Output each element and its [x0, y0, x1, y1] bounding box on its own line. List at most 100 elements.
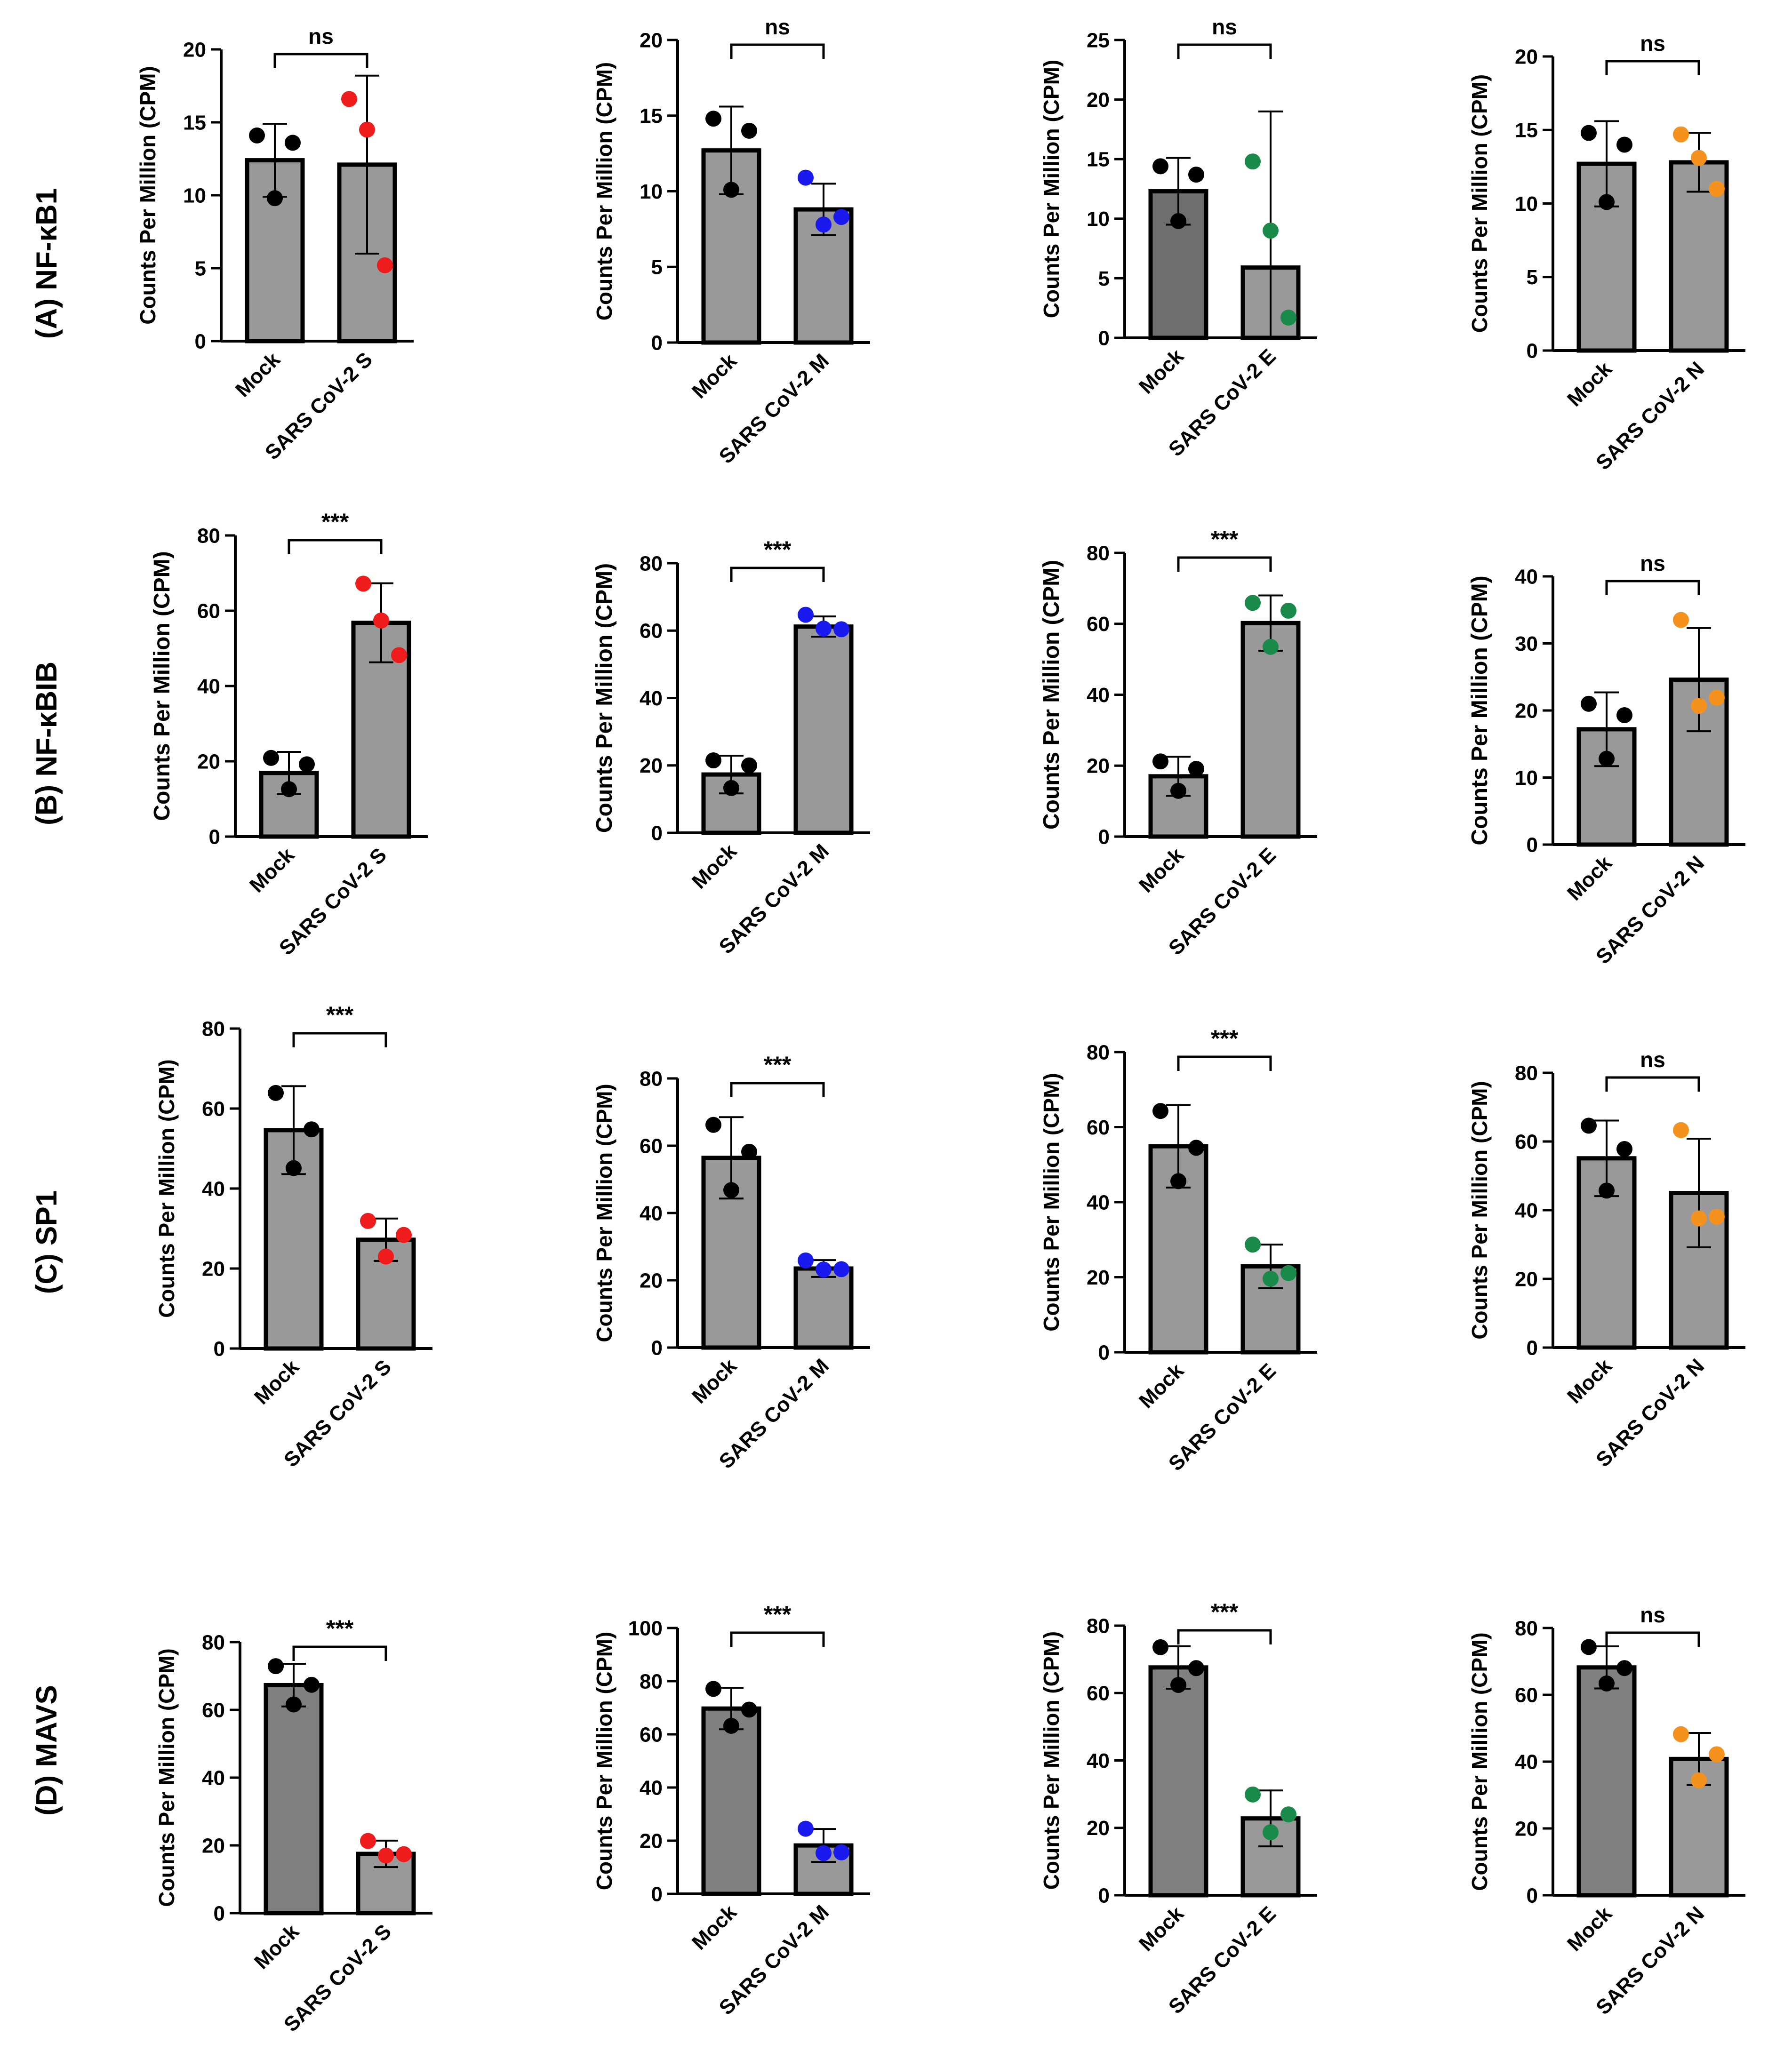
data-point-treated	[341, 91, 357, 107]
data-point-mock	[304, 1676, 320, 1693]
y-tick-label: 20	[640, 1269, 663, 1292]
y-tick-label: 60	[1515, 1684, 1538, 1707]
data-point-treated	[798, 1820, 814, 1837]
significance-bracket	[730, 567, 825, 582]
significance-label: ***	[321, 509, 349, 535]
significance-bracket	[1605, 60, 1700, 75]
y-axis-label: Counts Per Million (CPM)	[150, 551, 175, 821]
data-point-mock	[741, 757, 757, 774]
significance-bracket	[730, 43, 825, 59]
x-category-label: Mock	[688, 1354, 742, 1408]
y-tick-label: 20	[1087, 1266, 1110, 1289]
row-label-C: (C) SP1	[31, 1190, 63, 1294]
data-point-mock	[1170, 1677, 1186, 1693]
significance-label: ns	[1640, 31, 1665, 56]
data-point-mock	[741, 1701, 757, 1718]
y-tick-label: 10	[1515, 192, 1538, 215]
panel-D-M: 0 20 40 60 80 100 Counts Per Million (CPM) Mock…	[592, 1601, 870, 2019]
row-label-D: (D) MAVS	[31, 1685, 63, 1816]
data-point-treated	[833, 621, 849, 638]
data-point-treated	[360, 1213, 376, 1229]
data-point-mock	[299, 756, 315, 773]
x-category-label: Mock	[688, 349, 742, 403]
x-category-label: Mock	[250, 1920, 304, 1974]
data-point-treated	[798, 607, 814, 623]
data-point-treated	[1673, 126, 1689, 143]
y-tick-label: 40	[1087, 1191, 1110, 1214]
x-category-label: Mock	[231, 348, 285, 402]
y-tick-label: 10	[183, 184, 206, 207]
y-tick-label: 80	[202, 1631, 225, 1654]
y-tick-label: 0	[1527, 1884, 1538, 1907]
significance-label: ns	[1212, 15, 1237, 39]
data-point-mock	[1188, 761, 1204, 777]
x-category-label: Mock	[688, 1900, 742, 1955]
y-tick-label: 20	[1515, 1817, 1538, 1840]
x-category-label: Mock	[1135, 843, 1189, 897]
data-point-mock	[268, 1658, 284, 1675]
y-axis-label: Counts Per Million (CPM)	[1039, 560, 1064, 830]
y-axis-label: Counts Per Million (CPM)	[1467, 74, 1492, 333]
significance-bracket	[273, 53, 368, 68]
significance-bracket	[1605, 1076, 1700, 1092]
data-point-treated	[373, 612, 389, 629]
y-tick-label: 40	[640, 1776, 663, 1799]
y-tick-label: 5	[1098, 267, 1110, 290]
y-tick-label: 20	[1087, 88, 1110, 112]
y-tick-label: 60	[640, 620, 663, 643]
data-point-mock	[705, 111, 721, 127]
data-point-treated	[1263, 1270, 1279, 1287]
y-tick-label: 0	[1098, 327, 1110, 350]
y-tick-label: 40	[1087, 1749, 1110, 1772]
y-axis-label: Counts Per Million (CPM)	[1039, 1631, 1064, 1890]
y-axis-label: Counts Per Million (CPM)	[1039, 60, 1064, 318]
y-tick-label: 0	[1098, 825, 1110, 848]
data-point-treated	[1709, 689, 1725, 706]
x-category-label: Mock	[1563, 357, 1617, 411]
y-tick-label: 15	[1515, 119, 1538, 142]
data-point-mock	[286, 1696, 302, 1713]
data-point-treated	[1263, 223, 1279, 239]
y-tick-label: 60	[197, 599, 220, 622]
significance-label: ***	[1211, 1599, 1239, 1625]
data-point-mock	[741, 1143, 757, 1160]
x-category-label: Mock	[1563, 1902, 1617, 1956]
data-point-mock	[1599, 1675, 1615, 1692]
data-point-mock	[705, 752, 721, 769]
y-tick-label: 0	[214, 1337, 225, 1360]
significance-bracket	[1177, 1629, 1272, 1644]
significance-label: ***	[764, 1052, 792, 1078]
y-tick-label: 10	[1087, 207, 1110, 231]
data-point-treated	[377, 257, 393, 273]
data-point-mock	[1188, 1660, 1204, 1676]
y-tick-label: 20	[1087, 1817, 1110, 1840]
data-point-mock	[286, 1160, 302, 1176]
significance-bracket	[1177, 1055, 1272, 1071]
x-category-label: Mock	[1135, 1359, 1189, 1413]
data-point-treated	[1280, 1265, 1296, 1281]
data-point-treated	[1691, 698, 1707, 714]
data-point-mock	[1188, 1140, 1204, 1156]
y-tick-label: 0	[1527, 833, 1538, 856]
data-point-treated	[1245, 153, 1261, 170]
y-tick-label: 80	[1087, 542, 1110, 565]
significance-bracket	[1605, 580, 1700, 595]
data-point-treated	[816, 620, 832, 637]
bar-treated	[793, 1266, 854, 1350]
bar-mock	[264, 1683, 324, 1915]
data-point-mock	[1616, 1141, 1632, 1157]
y-tick-label: 20	[640, 754, 663, 777]
y-tick-label: 0	[1098, 1341, 1110, 1364]
data-point-mock	[1599, 194, 1615, 210]
data-point-treated	[1245, 595, 1261, 611]
x-category-label: Mock	[1563, 851, 1617, 905]
significance-label: ns	[1640, 1603, 1665, 1627]
bar-mock	[1576, 1665, 1637, 1898]
x-category-label: Mock	[1563, 1354, 1617, 1408]
